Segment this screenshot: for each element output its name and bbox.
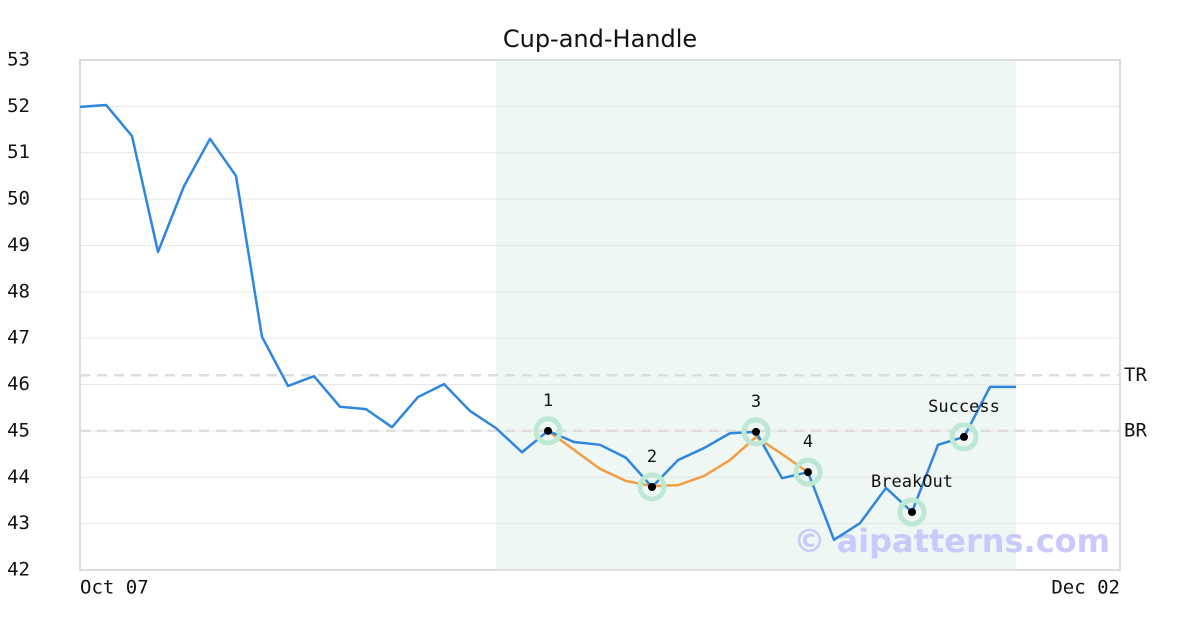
y-tick-label: 52 bbox=[7, 95, 30, 117]
y-tick-label: 43 bbox=[7, 512, 30, 534]
annotation-halo bbox=[949, 422, 979, 452]
watermark: © aipatterns.com bbox=[793, 522, 1110, 560]
y-tick-label: 48 bbox=[7, 280, 30, 302]
annotation-label: Success bbox=[928, 397, 1000, 417]
annotation-point bbox=[648, 483, 656, 492]
annotation-point bbox=[752, 427, 760, 436]
annotation-label: BreakOut bbox=[871, 472, 953, 492]
y-tick-label: 42 bbox=[7, 559, 30, 581]
annotation-label: 4 bbox=[803, 432, 813, 452]
annotation-halo bbox=[637, 472, 667, 502]
y-tick-label: 45 bbox=[7, 419, 30, 441]
annotation-halo bbox=[533, 416, 563, 446]
y-tick-label: 47 bbox=[7, 327, 30, 349]
annotation-label: 1 bbox=[543, 391, 553, 411]
annotation-label: 2 bbox=[647, 447, 657, 467]
plot-frame bbox=[79, 59, 1121, 571]
highlight-region bbox=[496, 60, 1016, 570]
reference-label: TR bbox=[1124, 364, 1147, 386]
annotation-halo bbox=[793, 457, 823, 487]
chart-title: Cup-and-Handle bbox=[503, 25, 697, 53]
y-tick-label: 46 bbox=[7, 373, 30, 395]
y-tick-label: 50 bbox=[7, 188, 30, 210]
annotation-point bbox=[908, 508, 916, 517]
annotation-halo bbox=[741, 417, 771, 447]
y-tick-label: 44 bbox=[7, 466, 30, 488]
annotation-point bbox=[804, 468, 812, 477]
x-tick-label: Dec 02 bbox=[1051, 577, 1120, 599]
reference-label: BR bbox=[1124, 419, 1147, 441]
annotation-halo bbox=[897, 497, 927, 527]
annotation-label: 3 bbox=[751, 392, 761, 412]
y-tick-label: 49 bbox=[7, 234, 30, 256]
annotation-point bbox=[960, 432, 968, 441]
annotation-point bbox=[544, 426, 552, 435]
x-tick-label: Oct 07 bbox=[80, 577, 149, 599]
y-tick-label: 51 bbox=[7, 141, 30, 163]
y-tick-label: 53 bbox=[7, 49, 30, 71]
